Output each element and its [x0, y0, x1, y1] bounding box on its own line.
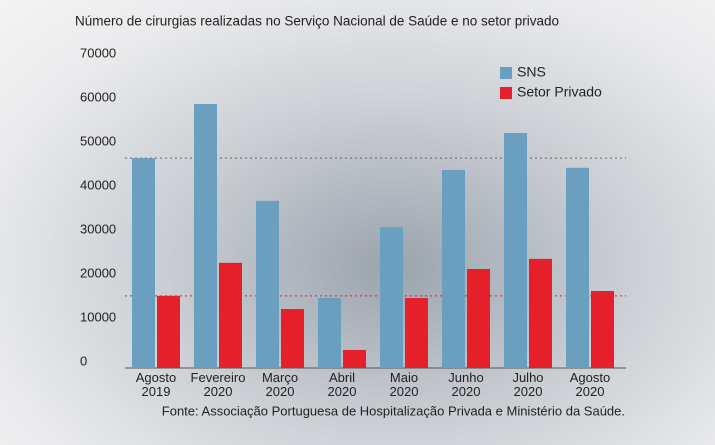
x-tick-label: Abril 2020 — [327, 370, 357, 399]
y-tick-label: 50000 — [80, 133, 116, 148]
bar — [566, 167, 589, 368]
bar — [157, 295, 180, 368]
x-tick-label: Fevereiro 2020 — [190, 370, 246, 399]
bar — [591, 291, 614, 368]
bar — [442, 170, 465, 368]
y-tick-label: 60000 — [80, 89, 116, 104]
bar — [256, 200, 279, 368]
y-tick-label: 30000 — [80, 221, 116, 236]
source: Fonte: Associação Portuguesa de Hospital… — [162, 403, 625, 418]
bar — [281, 309, 304, 368]
bar — [132, 158, 155, 368]
y-tick-label: 0 — [80, 353, 87, 368]
bar — [219, 262, 242, 368]
bar — [380, 227, 403, 368]
bar — [194, 104, 217, 368]
y-tick-label: 20000 — [80, 265, 116, 280]
bar — [504, 133, 527, 368]
x-tick-label: Julho 2020 — [512, 370, 544, 399]
bar — [529, 258, 552, 368]
legend-swatch — [500, 87, 512, 99]
y-tick-label: 10000 — [80, 309, 116, 324]
x-tick-label: Junho 2020 — [448, 370, 484, 399]
bar — [405, 298, 428, 368]
x-tick-label: Maio 2020 — [389, 370, 419, 399]
x-tick-label: Março 2020 — [261, 370, 299, 399]
y-tick-label: 70000 — [80, 45, 116, 60]
legend-swatch — [500, 67, 512, 79]
x-tick-label: Agosto 2020 — [569, 370, 611, 399]
x-tick-label: Agosto 2019 — [135, 370, 177, 399]
chart-title: Número de cirurgias realizadas no Serviç… — [75, 14, 559, 29]
legend-label: SNS — [517, 64, 546, 80]
bar — [343, 349, 366, 368]
y-tick-label: 40000 — [80, 177, 116, 192]
bar — [467, 269, 490, 368]
legend-label: Setor Privado — [517, 84, 602, 100]
bar — [318, 298, 341, 368]
